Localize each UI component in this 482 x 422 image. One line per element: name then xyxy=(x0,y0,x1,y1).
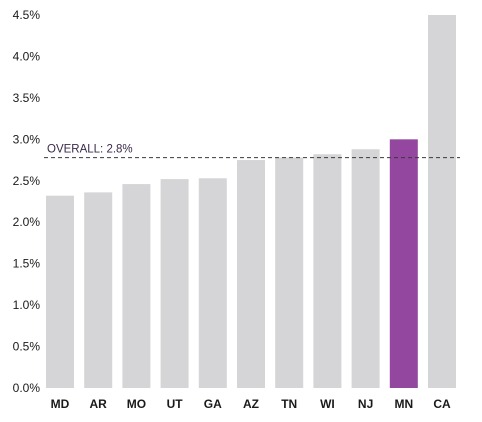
bar-ut xyxy=(160,179,189,388)
y-tick-label: 0.5% xyxy=(13,340,41,354)
bar-nj xyxy=(351,149,380,388)
y-tick-label: 0.0% xyxy=(13,381,41,395)
y-axis-ticks: 0.0% 0.5% 1.0% 1.5% 2.0% 2.5% 3.0% 3.5% 4.0% 4.5% xyxy=(13,8,41,395)
y-tick-label: 2.0% xyxy=(13,215,41,229)
bar-ga xyxy=(198,178,227,388)
x-tick-label: AR xyxy=(90,397,108,411)
x-tick-label: MO xyxy=(127,397,146,411)
x-axis-labels: MD AR MO UT GA AZ TN WI NJ MN CA xyxy=(51,397,451,411)
x-tick-label: CA xyxy=(433,397,451,411)
x-tick-label: TN xyxy=(281,397,297,411)
y-tick-label: 1.0% xyxy=(13,298,41,312)
bar-wi xyxy=(313,154,342,388)
bars xyxy=(46,15,456,388)
x-tick-label: MN xyxy=(394,397,413,411)
bar-mn xyxy=(389,139,418,388)
bar-ca xyxy=(428,15,456,388)
bar-tn xyxy=(275,157,304,388)
y-tick-label: 4.5% xyxy=(13,8,41,22)
x-tick-label: UT xyxy=(167,397,184,411)
bar-az xyxy=(237,160,265,388)
y-tick-label: 2.5% xyxy=(13,174,41,188)
x-tick-label: AZ xyxy=(243,397,259,411)
reference-line-group: OVERALL: 2.8% xyxy=(44,144,460,159)
y-tick-label: 3.0% xyxy=(13,132,41,146)
y-tick-label: 3.5% xyxy=(13,91,41,105)
y-tick-label: 1.5% xyxy=(13,257,41,271)
y-tick-label: 4.0% xyxy=(13,49,41,63)
x-tick-label: WI xyxy=(320,397,335,411)
x-tick-label: MD xyxy=(51,397,70,411)
bar-ar xyxy=(84,192,113,388)
bar-md xyxy=(46,195,74,388)
x-tick-label: NJ xyxy=(358,397,373,411)
bar-mo xyxy=(122,184,151,388)
x-tick-label: GA xyxy=(204,397,222,411)
overall-reference-label: OVERALL: 2.8% xyxy=(47,144,133,156)
